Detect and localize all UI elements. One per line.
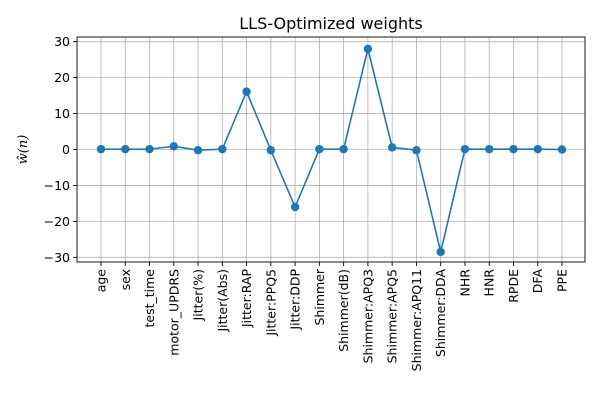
chart-title: LLS-Optimized weights [239, 14, 422, 33]
data-point [557, 145, 567, 154]
data-point [533, 144, 542, 154]
data-point [266, 146, 276, 155]
x-tick-label: Shimmer:APQ11 [409, 269, 424, 371]
x-axis-ticks: age sex test_time motor_UPDRS Jitter(%) Jitte… [94, 262, 570, 371]
x-tick-label: motor_UPDRS [166, 269, 181, 356]
x-tick-label: Jitter:PPQ5 [263, 269, 278, 337]
data-point [121, 144, 130, 154]
data-point [290, 202, 300, 212]
data-point [509, 144, 518, 154]
data-point [363, 44, 373, 54]
y-tick-label: 0 [62, 142, 70, 157]
data-point [242, 87, 251, 96]
y-tick-label: 10 [54, 106, 70, 121]
y-tick-label: −30 [44, 250, 70, 265]
x-tick-label: Shimmer(dB) [336, 269, 351, 352]
data-point [145, 144, 154, 154]
data-point [460, 144, 470, 154]
x-tick-label: HNR [482, 269, 497, 297]
data-points-layer [96, 44, 567, 257]
x-tick-label: age [94, 269, 109, 293]
x-tick-label: sex [118, 269, 133, 290]
data-point [412, 146, 421, 155]
x-tick-label: test_time [142, 269, 157, 328]
y-tick-label: −20 [44, 214, 70, 229]
y-axis-ticks: 30 20 10 0 −10 −20 −30 [44, 34, 77, 265]
data-point [96, 144, 106, 154]
data-point [436, 247, 445, 257]
data-point [339, 144, 348, 154]
x-tick-label: Shimmer:APQ5 [385, 269, 400, 363]
x-tick-label: PPE [555, 269, 570, 292]
x-tick-label: Shimmer:DDA [433, 269, 448, 358]
x-tick-label: NHR [457, 269, 472, 297]
data-point [218, 144, 227, 154]
x-tick-label: Shimmer:APQ3 [360, 269, 375, 363]
data-point [485, 144, 494, 154]
y-tick-label: −10 [44, 178, 70, 193]
y-axis-label: ŵ(n) [16, 135, 31, 165]
data-point [315, 144, 324, 154]
data-point [387, 143, 397, 152]
y-tick-label: 20 [54, 70, 70, 85]
x-tick-label: DFA [530, 269, 545, 294]
x-tick-label: Jitter(Abs) [215, 269, 230, 333]
x-tick-label: Jitter:DDP [288, 269, 303, 331]
x-tick-label: Jitter(%) [191, 269, 206, 321]
y-tick-label: 30 [54, 34, 70, 49]
data-point [193, 146, 203, 155]
x-tick-label: Shimmer [312, 268, 327, 325]
x-tick-label: RPDE [506, 269, 521, 303]
data-point [169, 142, 178, 151]
x-tick-label: Jitter:RAP [239, 269, 254, 329]
